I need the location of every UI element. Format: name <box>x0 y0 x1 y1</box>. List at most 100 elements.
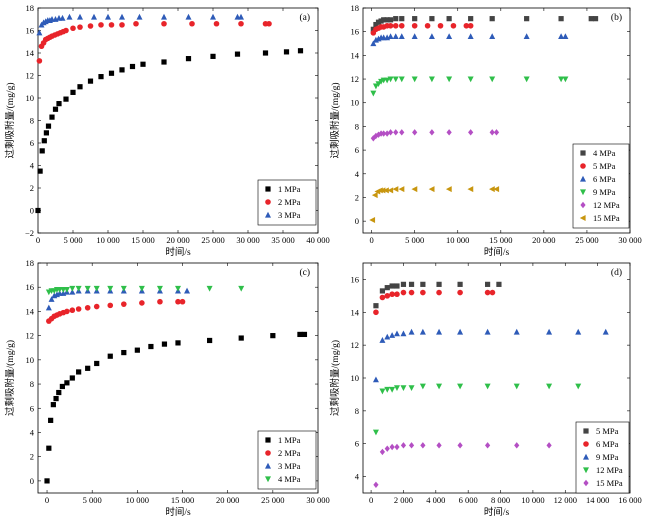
data-point <box>381 130 387 137</box>
legend-marker <box>265 437 271 443</box>
x-axis-label: 时间/s <box>165 246 191 258</box>
data-point <box>75 306 82 312</box>
y-tick-label: 14 <box>351 50 360 60</box>
series-6-mpa <box>373 289 496 316</box>
data-point <box>446 16 452 22</box>
y-tick-label: 12 <box>351 340 360 350</box>
data-point <box>371 192 378 199</box>
x-tick-label: 0 <box>369 495 373 505</box>
data-point <box>384 333 391 340</box>
y-tick-label: 2 <box>355 192 359 202</box>
data-point <box>513 383 520 390</box>
data-point <box>372 429 379 436</box>
y-tick-label: 0 <box>30 206 34 216</box>
data-point <box>408 328 415 335</box>
x-axis-label: 时间/s <box>165 506 191 518</box>
legend-marker <box>580 163 586 169</box>
data-point <box>400 281 407 287</box>
data-point <box>400 385 407 392</box>
plot-frame <box>362 7 631 234</box>
legend-marker <box>580 150 586 156</box>
data-point <box>37 168 43 174</box>
legend-label: 12 MPa <box>593 200 620 210</box>
data-point <box>156 285 163 292</box>
series-1-mpa <box>35 48 304 214</box>
data-point <box>45 304 52 311</box>
data-point <box>493 186 500 193</box>
legend-label: 6 MPa <box>593 174 616 184</box>
data-point <box>370 135 376 142</box>
data-point <box>489 16 495 22</box>
data-point <box>69 288 76 295</box>
y-tick-label: 0 <box>355 216 359 226</box>
data-point <box>262 50 269 56</box>
data-point <box>400 330 407 337</box>
legend: 4 MPa 5 MPa 6 MPa 9 MPa 12 MPa 15 MPa <box>572 143 630 229</box>
series-6-mpa <box>370 33 569 47</box>
x-tick-label: 25 000 <box>201 235 224 245</box>
data-point <box>373 132 379 140</box>
y-axis-label: 过剩吸附量/(mg/g) <box>329 340 341 416</box>
data-point <box>436 289 442 296</box>
data-point <box>546 442 552 449</box>
data-point <box>207 337 213 344</box>
panel-b: 0 5 000 10 000 15 000 20 000 25 000 30 000 0 2 4 6… <box>329 3 642 258</box>
series-5-mpa <box>373 281 502 309</box>
data-point <box>76 369 82 375</box>
data-point <box>387 129 394 136</box>
legend-marker <box>583 428 589 434</box>
y-tick-label: 14 <box>26 48 35 58</box>
data-point <box>379 288 386 294</box>
data-point <box>370 90 377 97</box>
y-tick-label: −2 <box>25 228 34 238</box>
data-point <box>523 76 530 83</box>
legend-label: 3 MPa <box>278 461 301 471</box>
data-point <box>437 22 444 29</box>
y-tick-label: 8 <box>355 406 359 416</box>
data-point <box>558 16 564 22</box>
x-tick-label: 30 000 <box>618 235 641 245</box>
data-point <box>70 25 76 32</box>
data-point <box>436 328 443 335</box>
legend-marker <box>583 479 589 487</box>
data-point <box>384 17 390 23</box>
y-tick-label: 4 <box>30 161 35 171</box>
data-point <box>63 287 70 293</box>
data-point <box>379 388 386 395</box>
data-point <box>393 330 400 337</box>
legend-label: 1 MPa <box>278 184 301 194</box>
y-tick-label: 2 <box>30 183 34 193</box>
data-point <box>411 22 418 29</box>
data-point <box>93 303 100 310</box>
data-point <box>392 186 399 193</box>
legend: 1 MPa 2 MPa 3 MPa 4 MPa <box>257 430 317 490</box>
data-point <box>429 16 435 22</box>
legend-marker <box>580 189 586 196</box>
data-point <box>420 442 426 449</box>
data-point <box>468 16 474 22</box>
data-point <box>411 33 418 40</box>
data-point <box>524 16 530 22</box>
data-point <box>383 187 389 194</box>
y-tick-label: 4 <box>30 427 35 437</box>
x-tick-label: 2 000 <box>394 495 413 505</box>
x-tick-label: 14 000 <box>586 495 609 505</box>
data-point <box>485 281 491 287</box>
data-point <box>77 24 83 30</box>
data-point <box>59 383 65 390</box>
y-tick-label: 14 <box>26 306 35 316</box>
y-tick-label: 6 <box>355 439 359 449</box>
legend-label: 5 MPa <box>596 426 619 436</box>
data-point <box>119 67 125 73</box>
data-point <box>496 281 502 287</box>
data-point <box>428 33 435 40</box>
x-tick-label: 6 000 <box>459 495 478 505</box>
y-tick-label: 18 <box>351 3 360 13</box>
y-axis-label: 过剩吸附量/(mg/g) <box>4 83 16 159</box>
y-tick-label: 2 <box>30 452 34 462</box>
series-1-mpa <box>44 331 308 484</box>
x-tick-label: 20 000 <box>216 495 239 505</box>
data-point <box>48 417 54 423</box>
y-tick-label: 4 <box>355 472 360 482</box>
data-point <box>394 283 400 289</box>
